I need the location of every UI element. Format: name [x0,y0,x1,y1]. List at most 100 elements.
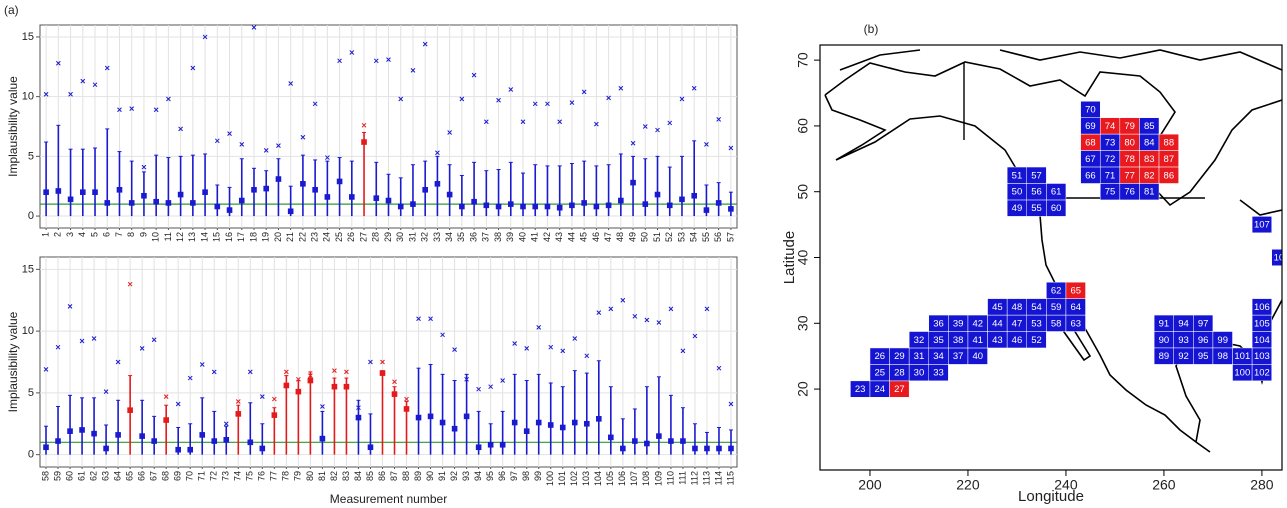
x-tick-label: 47 [603,232,613,242]
x-tick-label: 111 [677,471,687,485]
median-marker [427,413,434,420]
cell-label: 90 [1159,335,1170,346]
cell-layer: 23 24 27 25 28 30 33 26 29 31 34 37 40 32 35 38 41 43 46 52… [850,101,1282,398]
max-marker [428,316,433,322]
x-tick-label: 15 [212,232,222,242]
x-tick-label: 92 [449,471,459,481]
median-marker [283,382,290,389]
x-tick-label: 106 [617,471,627,486]
cell-label: 26 [874,351,885,362]
max-marker [520,119,526,125]
x-tick-label: 42 [542,232,552,242]
y-axis-label: Latitude [781,231,798,284]
max-marker [618,85,624,91]
max-marker [447,130,452,135]
cell-label: 88 [1164,137,1175,148]
max-marker [500,378,506,383]
max-marker [392,379,397,385]
cell-label: 67 [1085,154,1096,165]
cell-label: 64 [1070,302,1081,313]
median-marker [238,197,245,204]
cell-label: 84 [1144,137,1155,148]
cell-label: 79 [1124,121,1135,132]
max-marker [187,375,193,381]
median-marker [128,200,135,206]
max-marker [404,396,409,402]
x-tick-label: 72 [209,471,219,481]
max-marker [668,306,674,312]
x-tick-label: 22 [297,232,307,242]
x-tick-label: 57 [725,232,735,242]
cell-label: 97 [1198,318,1209,329]
grid-cell [1046,183,1067,201]
x-tick-label: 113 [701,471,711,485]
x-tick-label: 59 [52,471,62,481]
max-marker [435,150,440,156]
max-marker [337,58,342,64]
x-tick-label: 20 [273,232,283,242]
max-marker [263,148,269,153]
x-tick-label: 32 [420,232,430,242]
x-tick-label: 83 [341,471,351,481]
max-marker [464,376,469,382]
median-marker [307,377,314,384]
median-marker [214,203,221,210]
median-marker [704,445,710,452]
x-tick-label: 25 [334,232,344,242]
x-tick-label: 79 [293,471,303,481]
x-tick-label: 88 [401,471,411,481]
median-marker [520,203,526,210]
max-marker [560,348,566,354]
max-marker [584,353,590,359]
x-tick-label: 87 [389,471,399,481]
x-tick-label: 99 [533,471,543,481]
median-marker [116,186,123,193]
x-tick-label: 16 [224,232,234,242]
grid-cell [1158,166,1179,184]
max-marker [43,91,49,97]
max-marker [548,344,554,350]
median-marker [459,203,465,210]
median-marker [324,194,331,200]
max-marker [532,101,538,107]
x-tick-label: 67 [149,471,159,481]
cell-label: 69 [1085,121,1096,132]
cell-label: 72 [1105,154,1116,165]
median-marker [532,203,539,210]
x-tick-label: 44 [566,232,576,242]
max-marker [271,396,277,402]
max-marker [512,341,518,346]
cell-label: 62 [1051,285,1062,296]
cell-label: 36 [933,318,944,329]
cell-label: 65 [1070,285,1081,296]
x-tick-label: 76 [257,471,267,481]
median-marker [163,417,169,423]
max-marker [581,89,587,95]
median-marker [499,441,506,448]
max-marker [416,316,421,322]
cell-label: 87 [1164,154,1175,165]
cell-label: 78 [1124,154,1135,165]
y-tick-label: 20 [795,381,811,397]
cell-label: 55 [1031,203,1042,214]
x-tick-label: 94 [473,471,483,481]
median-marker [703,207,710,213]
max-marker [459,96,465,102]
median-marker [199,432,206,438]
median-marker [91,430,97,437]
cell-label: 100 [1234,368,1250,379]
median-marker [385,197,392,204]
x-tick-label: 13 [187,232,197,242]
median-marker [605,202,612,209]
x-tick-label: 68 [161,471,171,481]
x-tick-label: 100 [545,471,555,486]
cell-label: 94 [1178,318,1189,329]
median-marker [666,202,673,209]
max-marker [202,34,208,40]
max-marker [728,145,734,151]
median-marker [349,194,355,200]
x-tick-label: 39 [505,232,515,242]
median-marker [151,438,157,444]
median-marker [434,181,441,187]
x-tick-label: 81 [317,471,327,481]
